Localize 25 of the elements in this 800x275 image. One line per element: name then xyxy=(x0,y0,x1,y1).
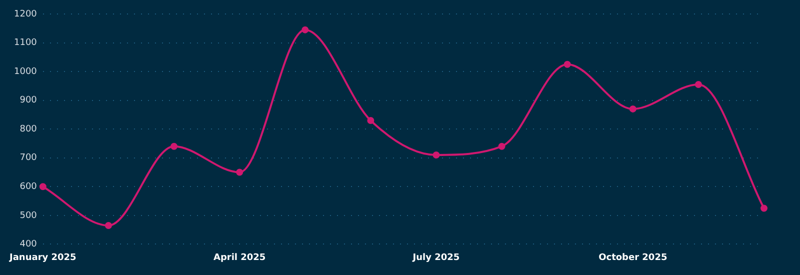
point xyxy=(564,60,571,68)
y-tick-label: 600 xyxy=(20,182,38,192)
point xyxy=(629,105,636,112)
y-tick-label: 900 xyxy=(20,96,38,106)
y-tick-label: 800 xyxy=(20,124,38,134)
point xyxy=(432,152,440,158)
point xyxy=(170,142,178,150)
y-tick-label: 400 xyxy=(20,240,38,250)
point xyxy=(367,116,374,124)
point xyxy=(498,142,506,150)
y-tick-label: 700 xyxy=(20,153,38,164)
y-tick-label: 1200 xyxy=(14,9,38,20)
x-tick-label: April 2025 xyxy=(213,252,266,263)
y-tick-label: 1000 xyxy=(14,66,38,77)
point xyxy=(302,26,309,34)
x-tick-label: July 2025 xyxy=(412,252,460,263)
y-tick-label: 500 xyxy=(20,210,38,221)
point xyxy=(39,183,46,190)
y-tick-label: 1100 xyxy=(14,38,38,48)
point xyxy=(104,222,112,229)
x-tick-label: January 2025 xyxy=(8,252,76,263)
point xyxy=(236,168,244,176)
point xyxy=(760,204,768,212)
point xyxy=(694,81,702,88)
x-tick-label: October 2025 xyxy=(598,252,668,263)
